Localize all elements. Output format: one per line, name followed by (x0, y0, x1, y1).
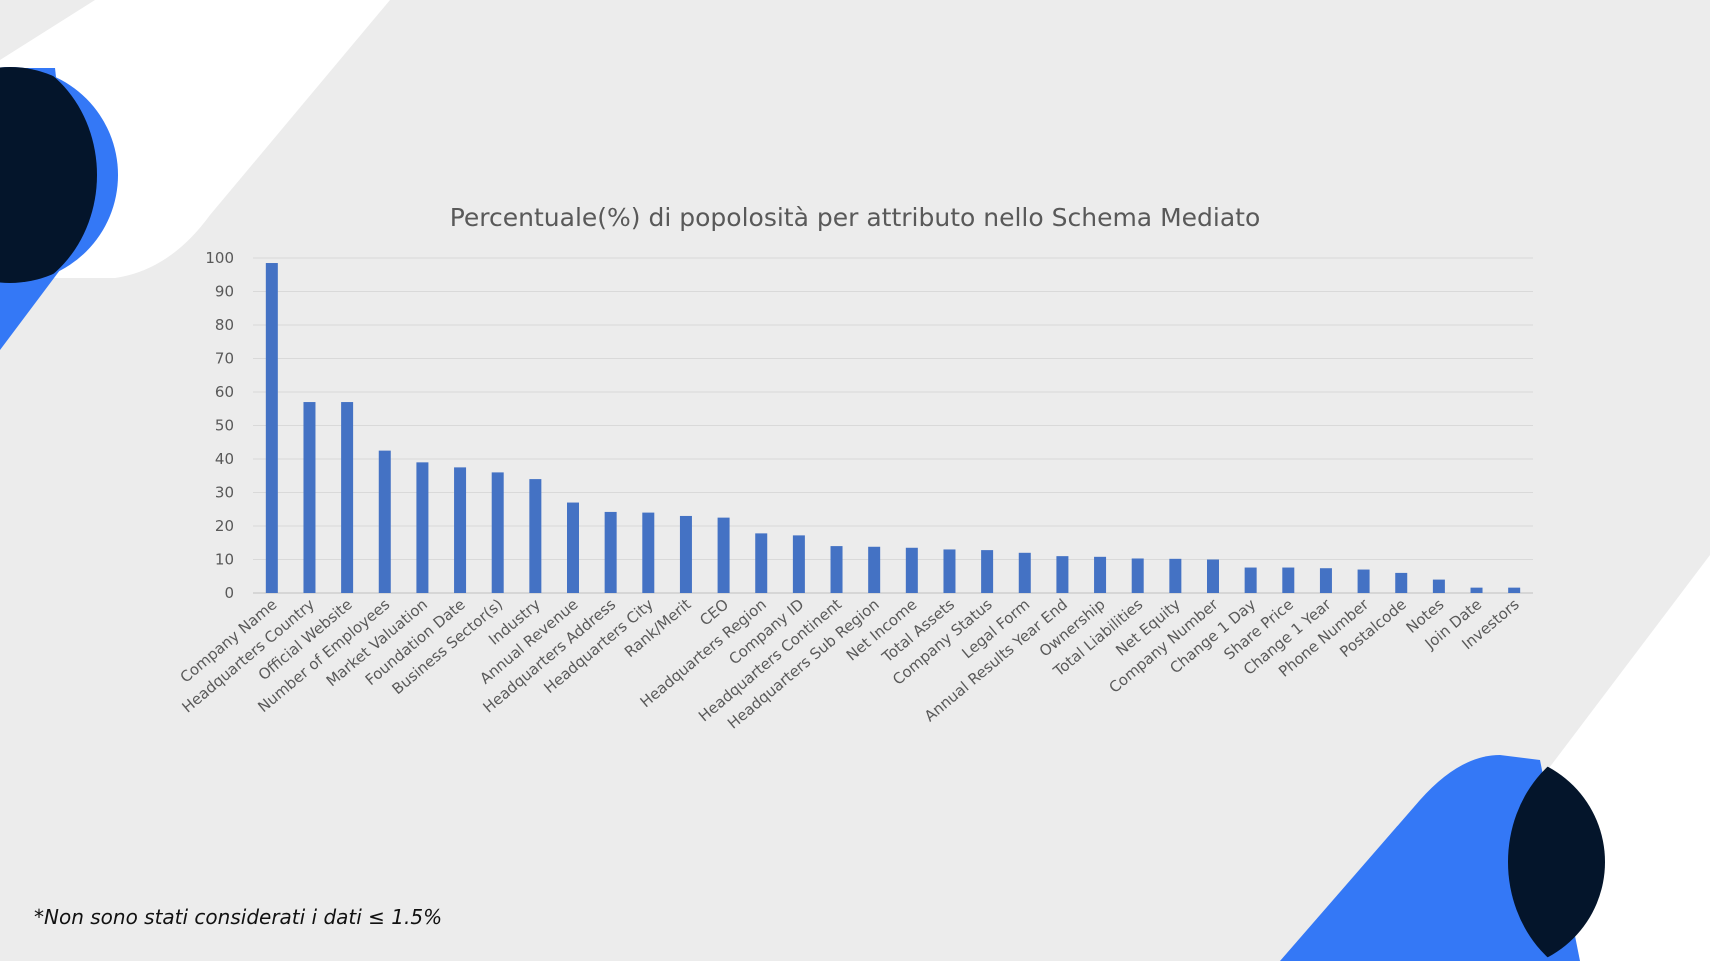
bar (679, 515, 692, 593)
bar (755, 533, 768, 593)
bar (1395, 572, 1408, 593)
bar (1018, 552, 1031, 593)
bar (303, 402, 316, 593)
bar (378, 450, 391, 593)
bar (416, 462, 429, 593)
bar (341, 402, 354, 593)
bar (1094, 556, 1107, 593)
y-tick-label: 70 (215, 350, 234, 368)
y-tick-label: 90 (215, 283, 234, 301)
bar (1432, 579, 1445, 593)
bar (717, 517, 730, 593)
top-left-navy-lens (0, 67, 97, 283)
bar (1056, 556, 1069, 593)
y-tick-label: 40 (215, 450, 234, 468)
bar (1282, 567, 1295, 593)
bottom-right-navy-lens (1508, 754, 1605, 961)
y-tick-label: 100 (205, 249, 234, 267)
bar (830, 546, 843, 593)
chart-title: Percentuale(%) di popolosità per attribu… (450, 203, 1261, 232)
footnote: *Non sono stati considerati i dati ≤ 1.5… (34, 905, 443, 929)
bar (491, 472, 504, 593)
bar (905, 547, 918, 593)
bar (1319, 568, 1332, 593)
bar (1508, 587, 1521, 593)
bar (868, 546, 881, 593)
bar (792, 535, 805, 593)
bar (1470, 587, 1483, 593)
bar (604, 511, 617, 593)
bars (265, 263, 1521, 593)
grid (253, 257, 1533, 594)
bar (1244, 567, 1257, 593)
bar (1207, 559, 1219, 593)
y-tick-label: 30 (215, 484, 234, 502)
y-tick-label: 10 (215, 551, 234, 569)
bottom-right-blue-shape (1280, 755, 1580, 961)
bar (981, 550, 994, 593)
bar (1169, 558, 1182, 593)
bar (567, 502, 579, 593)
bar (454, 467, 467, 593)
y-tick-label: 60 (215, 383, 234, 401)
y-tick-label: 0 (224, 584, 234, 602)
y-tick-label: 20 (215, 517, 234, 535)
bar (529, 479, 542, 593)
y-tick-label: 80 (215, 316, 234, 334)
bar (265, 263, 278, 593)
bar (1357, 569, 1370, 593)
bar (1131, 558, 1144, 593)
y-axis-ticks: 0 10 20 30 40 50 60 70 80 90 100 (205, 249, 234, 602)
bar (943, 549, 956, 593)
bar (642, 512, 655, 593)
y-tick-label: 50 (215, 417, 234, 435)
